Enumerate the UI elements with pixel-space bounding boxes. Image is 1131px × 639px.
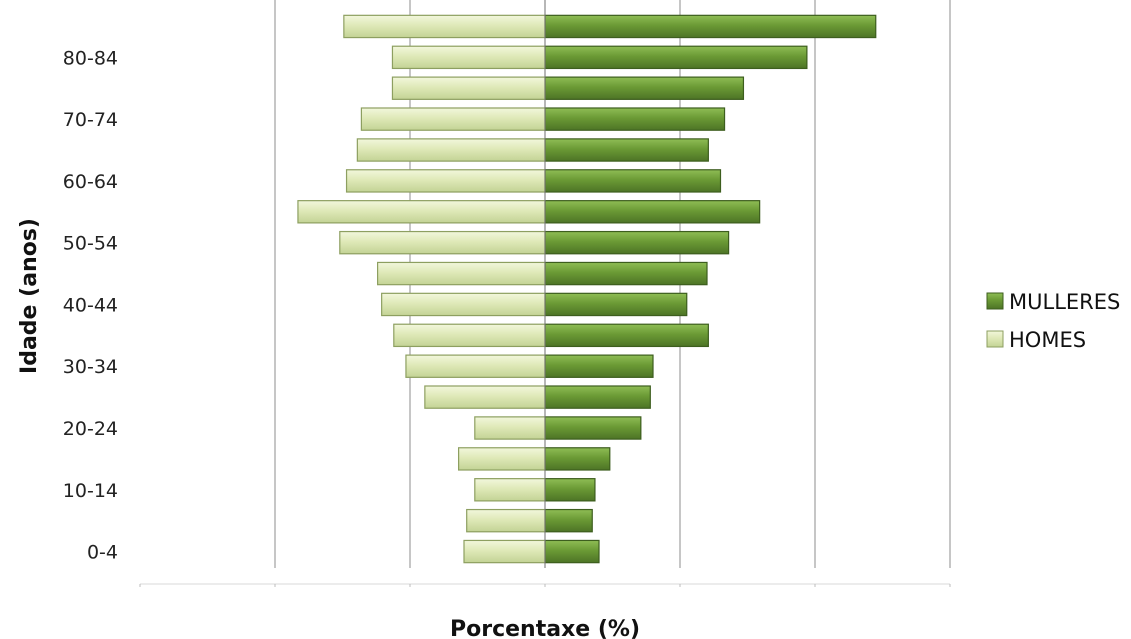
y-tick-label: 10-14 — [63, 480, 118, 502]
bar-mulleres-5-9 — [544, 508, 593, 533]
bar-mulleres-35-39 — [544, 323, 709, 348]
bar-homes-50-54 — [339, 230, 546, 255]
bar-homes-60-64 — [345, 169, 546, 193]
bar-homes-20-24 — [474, 416, 546, 440]
bar-homes-30-34 — [405, 354, 546, 378]
y-tick-label: 50-54 — [63, 233, 118, 255]
bar-homes-55-59 — [297, 200, 546, 224]
bar-homes-80-84 — [391, 45, 546, 70]
y-tick-label: 40-44 — [63, 294, 118, 316]
bar-mulleres-0-4 — [544, 539, 600, 564]
bar-homes-45-49 — [377, 261, 546, 286]
bar-homes-35-39 — [393, 323, 546, 348]
y-axis-title: Idade (anos) — [17, 218, 42, 374]
bar-mulleres-25-29 — [544, 385, 651, 409]
bar-homes-25-29 — [424, 385, 546, 409]
bar-homes-5-9 — [466, 508, 546, 533]
legend-label-mulleres: MULLERES — [1009, 290, 1120, 314]
bar-mulleres-80-84 — [544, 45, 808, 70]
bar-mulleres-15-19 — [544, 447, 611, 471]
bar-mulleres-65-69 — [544, 138, 709, 162]
bar-mulleres-30-34 — [544, 354, 654, 378]
y-tick-label: 20-24 — [63, 418, 118, 440]
bar-mulleres-70-74 — [544, 107, 726, 131]
bar-mulleres-10-14 — [544, 478, 596, 502]
y-tick-label: 30-34 — [63, 356, 118, 378]
bar-mulleres-20-24 — [544, 416, 642, 440]
bar-homes-85+ — [343, 14, 546, 39]
bar-mulleres-75-79 — [544, 76, 745, 100]
y-tick-label: 60-64 — [63, 171, 118, 193]
bar-homes-65-69 — [356, 138, 546, 162]
bar-homes-40-44 — [381, 292, 546, 317]
bar-homes-75-79 — [391, 76, 546, 100]
bar-homes-70-74 — [360, 107, 546, 131]
y-tick-label: 80-84 — [63, 47, 118, 69]
bars — [297, 0, 877, 568]
bar-mulleres-50-54 — [544, 230, 730, 255]
bar-mulleres-60-64 — [544, 169, 722, 193]
legend: MULLERES HOMES — [986, 290, 1120, 352]
bar-homes-0-4 — [463, 539, 546, 564]
bar-mulleres-40-44 — [544, 292, 688, 317]
y-tick-label: 0-4 — [87, 542, 118, 564]
bar-homes-10-14 — [474, 478, 546, 502]
bar-mulleres-55-59 — [544, 200, 761, 224]
legend-swatch-homes — [986, 330, 1004, 348]
x-axis-title: Porcentaxe (%) — [450, 617, 640, 639]
y-tick-labels: 0-4 10-14 20-24 30-34 40-44 50-54 60-64 70-74 80… — [63, 47, 118, 563]
bar-mulleres-85+ — [544, 14, 877, 39]
legend-label-homes: HOMES — [1009, 328, 1086, 352]
legend-swatch-mulleres — [986, 292, 1004, 310]
bar-homes-15-19 — [458, 447, 546, 471]
y-tick-label: 70-74 — [63, 109, 118, 131]
bar-mulleres-45-49 — [544, 261, 708, 286]
